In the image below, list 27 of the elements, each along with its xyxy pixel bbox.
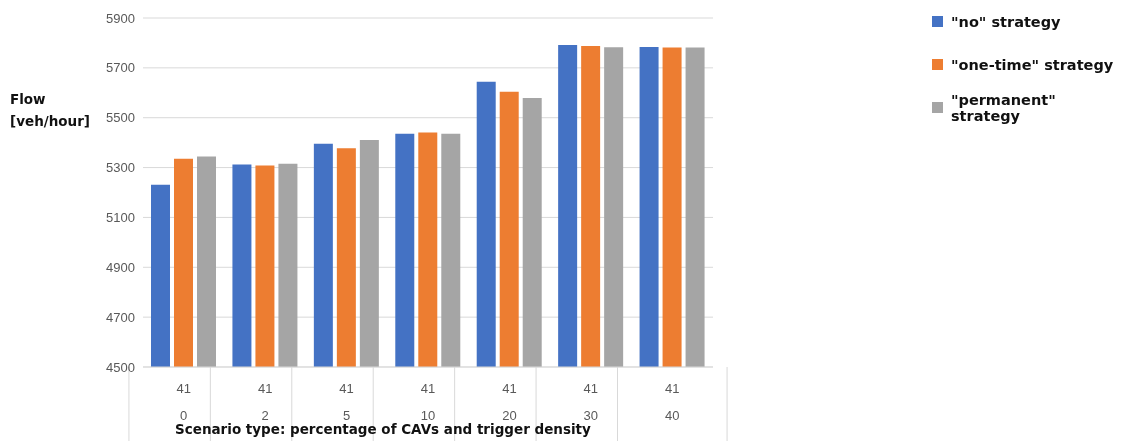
y-tick-label: 4900: [106, 259, 135, 275]
legend-label: "permanent" strategy: [949, 90, 1057, 126]
x-tick-label: 2: [261, 408, 269, 423]
y-tick-label: 5100: [106, 210, 135, 226]
legend-label: "one-time" strategy: [950, 55, 1115, 75]
y-axis-title: Flow [veh/hour]: [10, 90, 91, 131]
text: 41: [502, 381, 517, 396]
x-tick-label: 20: [502, 408, 517, 423]
x-tick-label: 40: [665, 408, 680, 423]
text: 41: [665, 381, 680, 396]
y-tick-label: 4500: [106, 359, 135, 375]
x-tick-label: 30: [583, 408, 599, 423]
x-tick-label: 10: [420, 408, 436, 423]
y-tick-label: 5300: [106, 160, 135, 176]
text: 41: [339, 381, 354, 396]
text: 41: [257, 381, 273, 396]
y-tick-label: 4700: [106, 309, 135, 325]
y-tick-label: 5700: [106, 60, 135, 76]
x-tick-label: 0: [180, 408, 188, 423]
text: 41: [583, 381, 599, 396]
x-tick-label: 5: [342, 408, 351, 423]
legend-label: "no" strategy: [950, 12, 1062, 32]
y-tick-label: 5900: [106, 10, 135, 26]
y-tick-label: 5500: [106, 110, 135, 126]
text: 41: [176, 381, 191, 396]
text: 41: [420, 381, 436, 396]
x-axis-title: Scenario type: percentage of CAVs and trigger density: [175, 421, 591, 437]
